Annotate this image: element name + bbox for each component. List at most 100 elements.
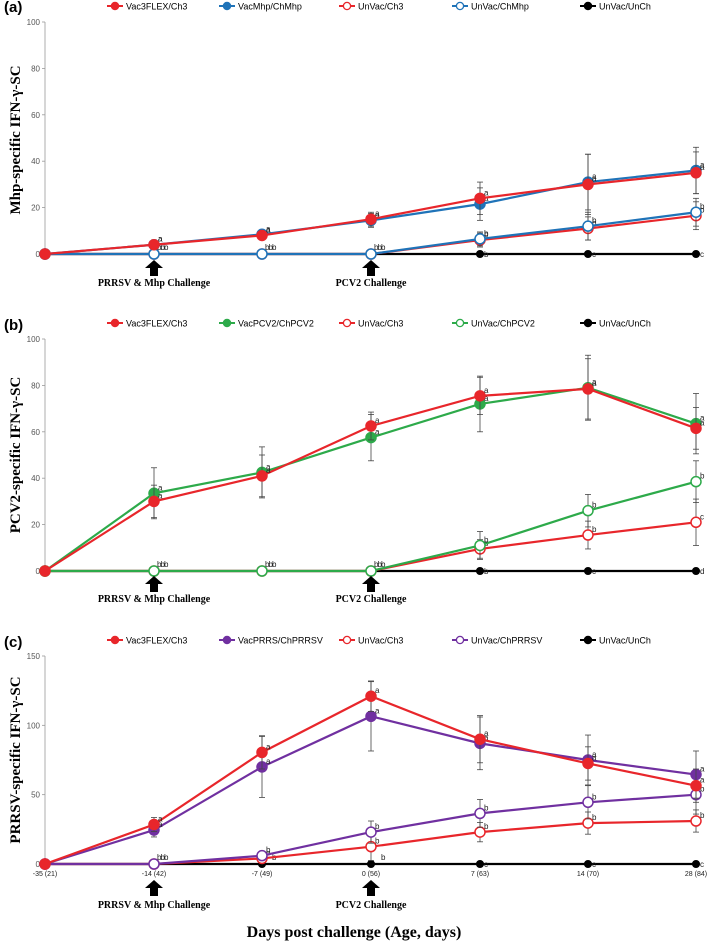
y-tick-label: 80 (31, 381, 40, 390)
y-tick-label: 0 (36, 250, 41, 259)
panel-1: (a) 0 20 40 60 80 100 Mhp-specific IFN-γ-SC Vac3… (4, 0, 705, 289)
significance-letter: b (269, 560, 274, 569)
annotation-prrsv-mhp-challenge: PRRSV & Mhp Challenge (98, 900, 211, 911)
significance-letter: b (484, 535, 489, 544)
arrow-up-icon (145, 576, 163, 592)
arrow-up-icon (145, 880, 163, 896)
x-tick-label: 0 (56) (362, 871, 380, 878)
data-point (365, 213, 377, 225)
significance-letter: b (592, 792, 597, 801)
data-point (148, 238, 160, 251)
x-tick-label: 28 (84) (685, 871, 707, 878)
data-point (583, 249, 593, 259)
significance-letter: a (592, 753, 597, 762)
legend-entry: UnVac/UnCh (599, 319, 651, 329)
challenge-annotations: PRRSV & Mhp Challenge PCV2 Challenge (98, 260, 407, 289)
significance-letter: a (700, 418, 705, 427)
significance-letter: b (381, 243, 386, 252)
significance-letter: a (158, 235, 163, 244)
significance-letter: a (266, 466, 271, 475)
series-line (45, 521, 697, 573)
data-point (475, 249, 485, 259)
data-point (365, 248, 377, 260)
significance-letter: a (266, 224, 271, 233)
significance-letter: b (374, 560, 379, 569)
data-point (690, 516, 702, 529)
legend-marker (455, 318, 465, 328)
legend-entry: UnVac/ChMhp (471, 2, 529, 12)
x-tick-label: -35 (21) (33, 871, 58, 878)
legend-entry: Vac3FLEX/Ch3 (126, 2, 187, 12)
legend-marker (110, 1, 120, 11)
significance-letter: a (592, 379, 597, 388)
series-unvac-unch: b b bc c c (40, 853, 704, 869)
data-point (39, 858, 51, 870)
significance-letter: a (158, 820, 163, 829)
significance-letter: c (592, 567, 596, 576)
legend-marker (583, 1, 593, 11)
legend-marker (222, 318, 232, 328)
significance-letter: b (375, 837, 380, 846)
data-point (691, 859, 701, 869)
significance-letter: a (375, 209, 380, 218)
legend-marker (455, 1, 465, 11)
data-point (691, 566, 701, 576)
panel-3: (c) 0 50 100 150 -35 (21) -14 (42) -7 (49) 0 (56… (4, 634, 707, 911)
data-point (582, 757, 594, 770)
data-point (582, 529, 594, 541)
significance-letter: a (700, 160, 705, 169)
y-tick-label: 100 (27, 335, 41, 344)
panel-label: (c) (4, 634, 22, 651)
y-tick-label: 20 (31, 204, 40, 213)
significance-letter: c (700, 512, 704, 521)
data-point (474, 539, 486, 552)
legend-entry: VacPCV2/ChPCV2 (238, 319, 314, 329)
significance-letter: b (484, 803, 489, 812)
data-point (366, 859, 376, 869)
significance-letter: b (157, 243, 162, 252)
legend-marker (342, 318, 352, 328)
legend-marker (222, 1, 232, 11)
significance-letter: b (164, 243, 169, 252)
significance-letter: b (484, 567, 489, 576)
significance-letter: c (700, 250, 704, 259)
significance-letter: a (700, 776, 705, 785)
data-point (690, 475, 702, 488)
data-point (690, 206, 702, 218)
data-point (474, 233, 486, 245)
y-tick-label: 0 (36, 860, 41, 869)
significance-letter: c (700, 860, 704, 869)
significance-letter: b (266, 848, 271, 857)
significance-letter: b (381, 560, 386, 569)
x-tick-label: 7 (63) (471, 871, 489, 878)
significance-letter: b (700, 472, 705, 481)
legend-marker (583, 635, 593, 645)
data-point (256, 470, 268, 482)
legend-entry: Vac3FLEX/Ch3 (126, 636, 187, 646)
data-point (690, 815, 702, 827)
data-point (582, 796, 594, 809)
panel-label: (b) (4, 317, 23, 334)
arrow-up-icon (362, 260, 380, 276)
y-tick-label: 60 (31, 111, 40, 120)
data-point (690, 779, 702, 792)
data-point (474, 807, 486, 820)
significance-letter: b (378, 560, 383, 569)
legend-entry: Vac3FLEX/Ch3 (126, 319, 187, 329)
data-point (148, 248, 160, 260)
data-point (39, 565, 51, 577)
significance-letter: a (158, 235, 163, 244)
data-point (365, 826, 377, 838)
significance-letter: b (266, 846, 271, 855)
panel-label: (a) (4, 0, 22, 16)
legend-marker (583, 318, 593, 328)
panel-2: (b) 0 20 40 60 80 100 PCV2-specific IFN-γ-SC Vac… (4, 317, 705, 605)
data-point (256, 565, 268, 577)
data-point (148, 858, 160, 870)
significance-letter: a (158, 814, 163, 823)
data-point (582, 220, 594, 232)
legend: Vac3FLEX/Ch3 VacMhp/ChMhp UnVac/Ch3 UnVac/C… (107, 2, 651, 12)
